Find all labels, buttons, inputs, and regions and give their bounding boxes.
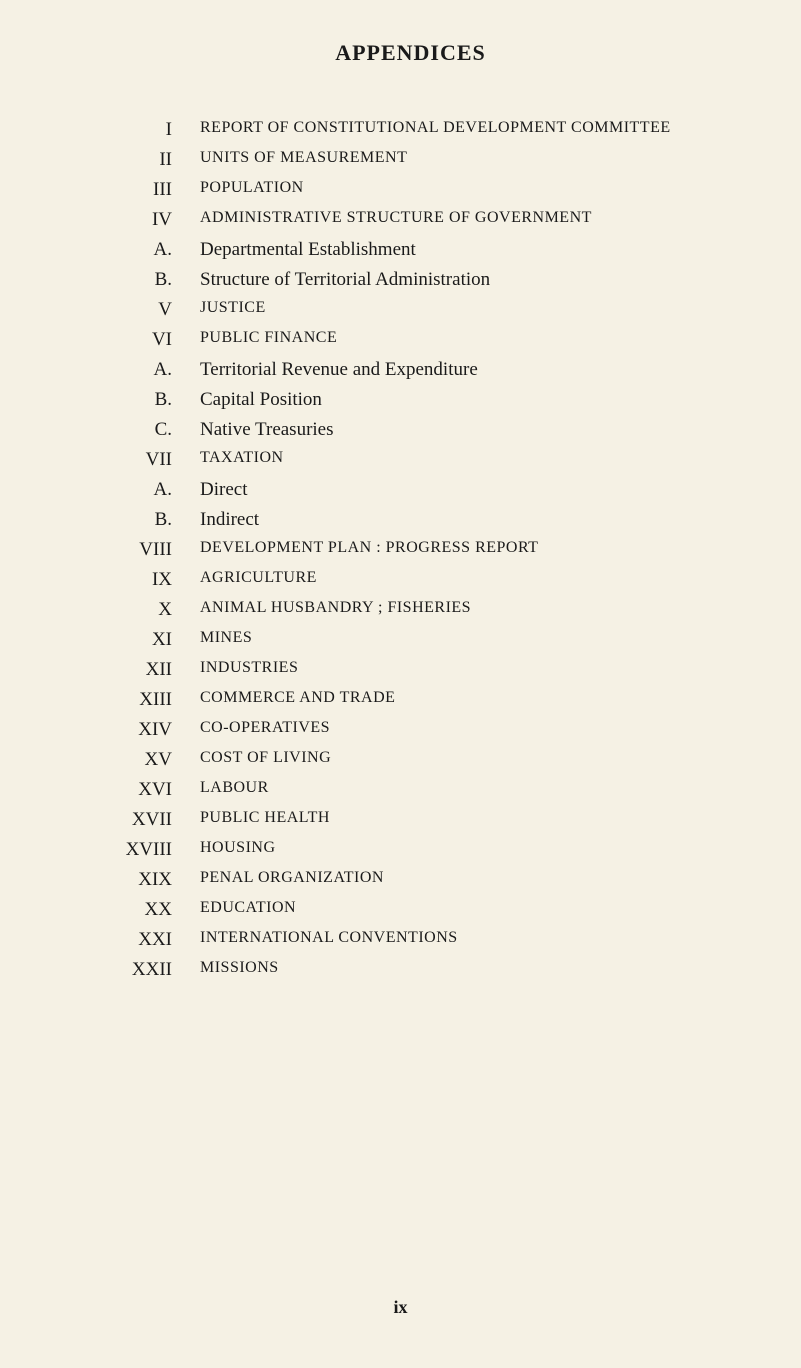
toc-row: XXIIMISSIONS — [80, 959, 671, 981]
toc-text: TAXATION — [200, 449, 671, 471]
toc-text: Capital Position — [200, 389, 671, 411]
toc-row: XVCOST OF LIVING — [80, 749, 671, 771]
toc-row: IIUNITS OF MEASUREMENT — [80, 149, 671, 171]
toc-label: II — [80, 149, 200, 171]
toc-label: XI — [80, 629, 200, 651]
toc-row: XVIIPUBLIC HEALTH — [80, 809, 671, 831]
toc-text: JUSTICE — [200, 299, 671, 321]
toc-row: XIIICOMMERCE AND TRADE — [80, 689, 671, 711]
toc-label: XIV — [80, 719, 200, 741]
toc-text: MISSIONS — [200, 959, 671, 981]
toc-text: Territorial Revenue and Expenditure — [200, 359, 671, 381]
toc-label: A. — [80, 359, 200, 381]
toc-label: III — [80, 179, 200, 201]
toc-text: ANIMAL HUSBANDRY ; FISHERIES — [200, 599, 671, 621]
toc-text: Structure of Territorial Administration — [200, 269, 671, 291]
toc-row: IXAGRICULTURE — [80, 569, 671, 591]
toc-label: XVII — [80, 809, 200, 831]
toc-row: B.Indirect — [80, 509, 671, 531]
toc-label: XVI — [80, 779, 200, 801]
toc-row: A.Direct — [80, 479, 671, 501]
toc-label: A. — [80, 479, 200, 501]
toc-text: MINES — [200, 629, 671, 651]
toc-row: B.Capital Position — [80, 389, 671, 411]
toc-row: XXIINTERNATIONAL CONVENTIONS — [80, 929, 671, 951]
toc-row: B.Structure of Territorial Administratio… — [80, 269, 671, 291]
toc-text: COMMERCE AND TRADE — [200, 689, 671, 711]
toc-row: IREPORT OF CONSTITUTIONAL DEVELOPMENT CO… — [80, 119, 671, 141]
toc-text: Direct — [200, 479, 671, 501]
toc-text: Departmental Establishment — [200, 239, 671, 261]
toc-text: ADMINISTRATIVE STRUCTURE OF GOVERNMENT — [200, 209, 671, 231]
toc-label: XIII — [80, 689, 200, 711]
toc-label: XII — [80, 659, 200, 681]
toc-text: UNITS OF MEASUREMENT — [200, 149, 671, 171]
toc-label: B. — [80, 389, 200, 411]
toc-row: XIXPENAL ORGANIZATION — [80, 869, 671, 891]
toc-row: XVIIIHOUSING — [80, 839, 671, 861]
toc-text: HOUSING — [200, 839, 671, 861]
toc-row: XANIMAL HUSBANDRY ; FISHERIES — [80, 599, 671, 621]
toc-label: V — [80, 299, 200, 321]
toc-row: C.Native Treasuries — [80, 419, 671, 441]
toc-label: B. — [80, 509, 200, 531]
toc-text: Native Treasuries — [200, 419, 671, 441]
toc-row: VIIIDEVELOPMENT PLAN : PROGRESS REPORT — [80, 539, 671, 561]
toc-label: XX — [80, 899, 200, 921]
toc-row: VJUSTICE — [80, 299, 671, 321]
toc-label: A. — [80, 239, 200, 261]
toc-text: INTERNATIONAL CONVENTIONS — [200, 929, 671, 951]
toc-text: PUBLIC HEALTH — [200, 809, 671, 831]
toc-label: C. — [80, 419, 200, 441]
toc-label: IV — [80, 209, 200, 231]
toc-label: XIX — [80, 869, 200, 891]
toc-row: XVILABOUR — [80, 779, 671, 801]
toc-row: VIITAXATION — [80, 449, 671, 471]
page-title: APPENDICES — [80, 40, 741, 66]
toc-row: A.Territorial Revenue and Expenditure — [80, 359, 671, 381]
toc-text: Indirect — [200, 509, 671, 531]
toc-row: IVADMINISTRATIVE STRUCTURE OF GOVERNMENT — [80, 209, 671, 231]
toc-label: XXII — [80, 959, 200, 981]
table-of-contents: IREPORT OF CONSTITUTIONAL DEVELOPMENT CO… — [80, 111, 671, 989]
toc-label: VII — [80, 449, 200, 471]
toc-label: XV — [80, 749, 200, 771]
toc-label: VIII — [80, 539, 200, 561]
toc-text: DEVELOPMENT PLAN : PROGRESS REPORT — [200, 539, 671, 561]
toc-label: X — [80, 599, 200, 621]
toc-row: XIIINDUSTRIES — [80, 659, 671, 681]
page-number: ix — [0, 1297, 801, 1318]
toc-label: XVIII — [80, 839, 200, 861]
toc-label: I — [80, 119, 200, 141]
toc-label: VI — [80, 329, 200, 351]
toc-row: XIVCO-OPERATIVES — [80, 719, 671, 741]
toc-text: REPORT OF CONSTITUTIONAL DEVELOPMENT COM… — [200, 119, 671, 141]
toc-label: B. — [80, 269, 200, 291]
toc-text: PUBLIC FINANCE — [200, 329, 671, 351]
toc-row: XXEDUCATION — [80, 899, 671, 921]
toc-text: CO-OPERATIVES — [200, 719, 671, 741]
toc-row: A.Departmental Establishment — [80, 239, 671, 261]
toc-label: IX — [80, 569, 200, 591]
toc-text: AGRICULTURE — [200, 569, 671, 591]
toc-text: POPULATION — [200, 179, 671, 201]
toc-text: PENAL ORGANIZATION — [200, 869, 671, 891]
toc-row: IIIPOPULATION — [80, 179, 671, 201]
toc-text: COST OF LIVING — [200, 749, 671, 771]
toc-text: EDUCATION — [200, 899, 671, 921]
toc-label: XXI — [80, 929, 200, 951]
toc-text: LABOUR — [200, 779, 671, 801]
toc-text: INDUSTRIES — [200, 659, 671, 681]
toc-row: VIPUBLIC FINANCE — [80, 329, 671, 351]
toc-row: XIMINES — [80, 629, 671, 651]
